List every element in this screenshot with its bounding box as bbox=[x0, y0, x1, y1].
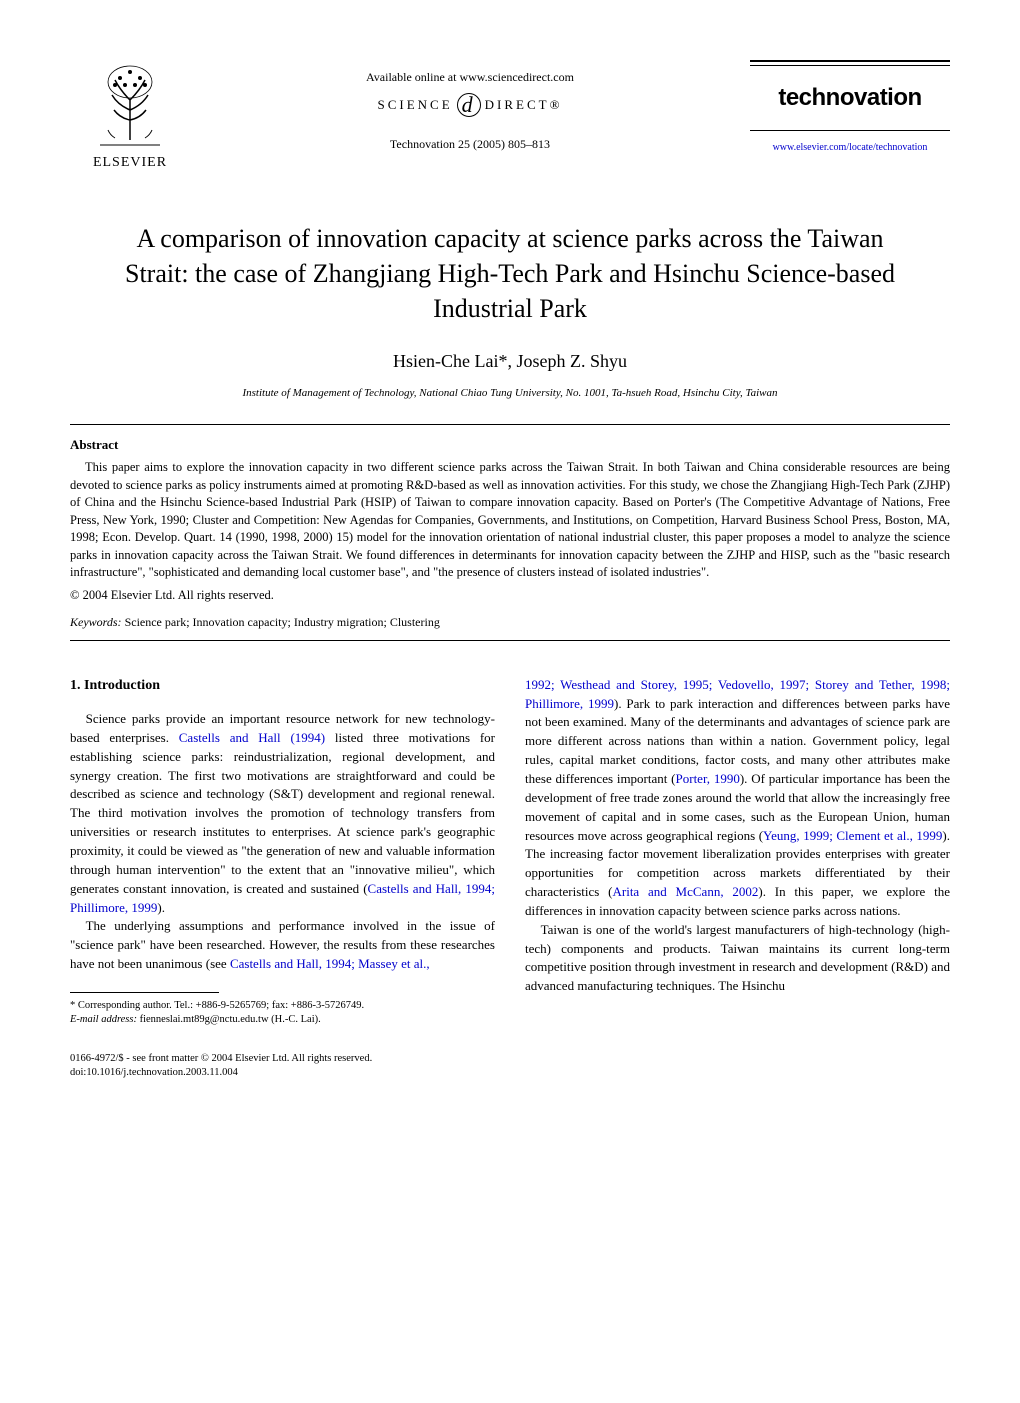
column-right: 1992; Westhead and Storey, 1995; Vedovel… bbox=[525, 676, 950, 1027]
center-header: Available online at www.sciencedirect.co… bbox=[190, 60, 750, 152]
science-direct-right: DIRECT® bbox=[485, 97, 563, 113]
elsevier-tree-logo bbox=[90, 60, 170, 150]
keywords-line: Keywords: Science park; Innovation capac… bbox=[70, 615, 950, 630]
journal-rule-bottom bbox=[750, 130, 950, 131]
text-run: ). bbox=[157, 900, 165, 915]
journal-block: technovation www.elsevier.com/locate/tec… bbox=[750, 60, 950, 155]
ref-yeung-clement[interactable]: Yeung, 1999; Clement et al., 1999 bbox=[763, 828, 942, 843]
science-direct-left: SCIENCE bbox=[378, 97, 453, 113]
publisher-name: ELSEVIER bbox=[93, 155, 167, 171]
col1-para-1: Science parks provide an important resou… bbox=[70, 710, 495, 917]
journal-title: technovation bbox=[750, 84, 950, 112]
footnote-email: fienneslai.mt89g@nctu.edu.tw (H.-C. Lai)… bbox=[137, 1014, 321, 1025]
corresponding-author-footnote: * Corresponding author. Tel.: +886-9-526… bbox=[70, 999, 495, 1027]
ref-castells-1994[interactable]: Castells and Hall (1994) bbox=[179, 730, 325, 745]
journal-header: ELSEVIER Available online at www.science… bbox=[70, 60, 950, 171]
science-direct-brand: SCIENCE d DIRECT® bbox=[190, 93, 750, 117]
citation-line: Technovation 25 (2005) 805–813 bbox=[190, 137, 750, 152]
keywords-text: Science park; Innovation capacity; Indus… bbox=[122, 615, 440, 629]
abstract-heading: Abstract bbox=[70, 437, 950, 453]
section-1-heading: 1. Introduction bbox=[70, 676, 495, 696]
affiliation: Institute of Management of Technology, N… bbox=[70, 387, 950, 399]
available-online-text: Available online at www.sciencedirect.co… bbox=[190, 70, 750, 85]
science-direct-d-icon: d bbox=[457, 93, 481, 117]
footnote-email-label: E-mail address: bbox=[70, 1014, 137, 1025]
rule-below-keywords bbox=[70, 640, 950, 641]
col2-para-2: Taiwan is one of the world's largest man… bbox=[525, 921, 950, 996]
ref-castells-massey[interactable]: Castells and Hall, 1994; Massey et al., bbox=[230, 956, 430, 971]
journal-rule-top bbox=[750, 60, 950, 66]
article-title: A comparison of innovation capacity at s… bbox=[110, 221, 910, 326]
publisher-block: ELSEVIER bbox=[70, 60, 190, 171]
page-footer: 0166-4972/$ - see front matter © 2004 El… bbox=[70, 1052, 950, 1080]
ref-arita-mccann[interactable]: Arita and McCann, 2002 bbox=[612, 884, 758, 899]
abstract-copyright: © 2004 Elsevier Ltd. All rights reserved… bbox=[70, 588, 950, 603]
column-left: 1. Introduction Science parks provide an… bbox=[70, 676, 495, 1027]
footnote-corr: * Corresponding author. Tel.: +886-9-526… bbox=[70, 999, 495, 1013]
journal-url-link[interactable]: www.elsevier.com/locate/technovation bbox=[773, 142, 928, 153]
footnote-email-line: E-mail address: fienneslai.mt89g@nctu.ed… bbox=[70, 1013, 495, 1027]
body-columns: 1. Introduction Science parks provide an… bbox=[70, 676, 950, 1027]
col2-para-1: 1992; Westhead and Storey, 1995; Vedovel… bbox=[525, 676, 950, 921]
text-run: listed three motivations for establishin… bbox=[70, 730, 495, 896]
footer-copyright: 0166-4972/$ - see front matter © 2004 El… bbox=[70, 1052, 950, 1066]
ref-porter-1990[interactable]: Porter, 1990 bbox=[676, 771, 740, 786]
authors-line: Hsien-Che Lai*, Joseph Z. Shyu bbox=[70, 351, 950, 372]
col1-para-2: The underlying assumptions and performan… bbox=[70, 917, 495, 974]
abstract-text: This paper aims to explore the innovatio… bbox=[70, 459, 950, 582]
abstract-section: Abstract This paper aims to explore the … bbox=[70, 437, 950, 603]
rule-above-abstract bbox=[70, 424, 950, 425]
footnote-rule bbox=[70, 992, 219, 993]
footer-doi: doi:10.1016/j.technovation.2003.11.004 bbox=[70, 1066, 950, 1080]
keywords-label: Keywords: bbox=[70, 615, 122, 629]
